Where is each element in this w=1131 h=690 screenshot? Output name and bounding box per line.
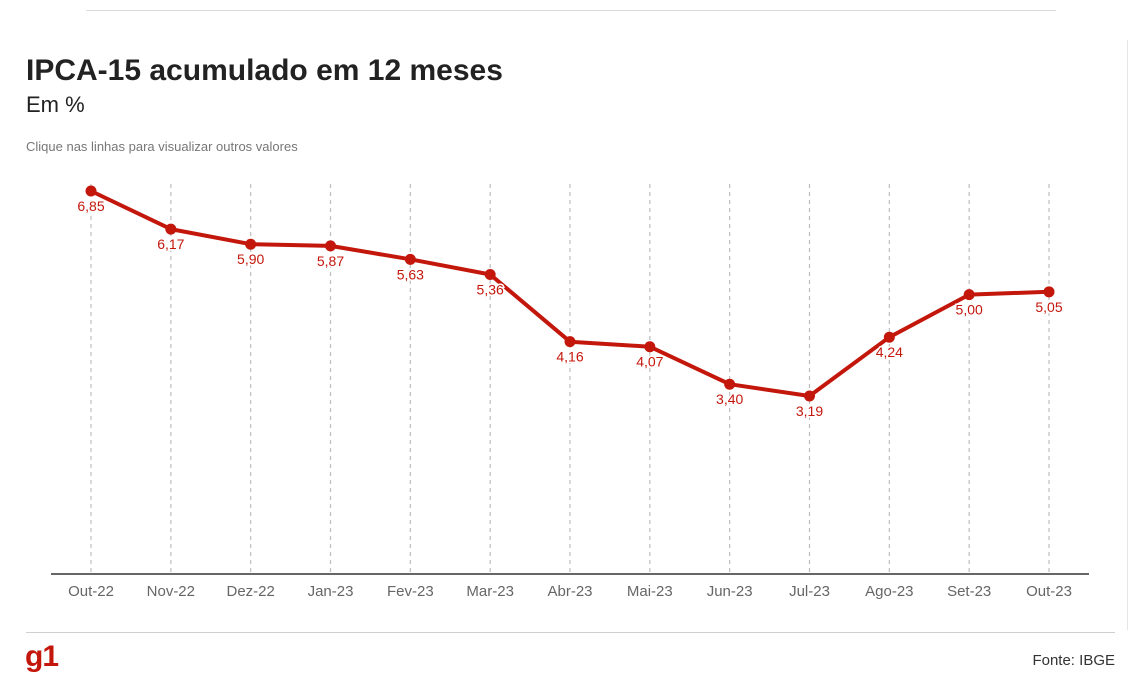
x-tick-label: Ago-23 <box>865 583 913 600</box>
data-label: 5,63 <box>397 266 424 282</box>
x-tick-label: Mar-23 <box>466 583 514 600</box>
x-tick-label: Abr-23 <box>547 583 592 600</box>
chart-subtitle: Em % <box>26 92 85 117</box>
data-point[interactable] <box>484 268 496 280</box>
data-label: 5,05 <box>1035 299 1062 315</box>
data-point[interactable] <box>644 341 656 353</box>
data-point[interactable] <box>883 331 895 343</box>
x-tick-label: Nov-22 <box>147 583 195 600</box>
x-tick-label: Fev-23 <box>387 583 434 600</box>
data-point[interactable] <box>564 336 576 348</box>
x-tick-label: Out-22 <box>68 583 114 600</box>
x-tick-label: Out-23 <box>1026 583 1072 600</box>
data-label: 5,00 <box>956 302 983 318</box>
x-tick-label: Set-23 <box>947 583 991 600</box>
x-tick-label: Mai-23 <box>627 583 673 600</box>
data-label: 3,40 <box>716 391 743 407</box>
x-tick-label: Jan-23 <box>308 583 354 600</box>
line-chart[interactable]: Out-22 Nov-22 Dez-22 Jan-23 Fev-23 Mar-23 Abr-… <box>0 0 1131 620</box>
data-label: 6,85 <box>77 198 104 214</box>
x-tick-label: Jul-23 <box>789 583 830 600</box>
data-label: 4,07 <box>636 354 663 370</box>
g1-logo: g1 <box>25 640 59 673</box>
footer-divider <box>26 632 1115 633</box>
chart-title: IPCA-15 acumulado em 12 meses <box>26 54 503 87</box>
data-point[interactable] <box>245 238 257 250</box>
data-point[interactable] <box>963 289 975 301</box>
side-divider <box>1127 40 1128 630</box>
data-point[interactable] <box>804 390 815 402</box>
data-point[interactable] <box>1043 286 1055 298</box>
interaction-hint: Clique nas linhas para visualizar outros… <box>26 139 298 154</box>
data-label: 5,90 <box>237 251 264 267</box>
data-point[interactable] <box>165 223 177 235</box>
series-line[interactable] <box>89 189 1051 398</box>
data-point[interactable] <box>404 253 416 265</box>
data-point[interactable] <box>85 185 97 197</box>
data-label: 4,24 <box>876 344 903 360</box>
data-point[interactable] <box>724 378 736 390</box>
top-divider <box>86 10 1056 11</box>
data-label: 6,17 <box>157 236 184 252</box>
data-label: 4,16 <box>556 349 583 365</box>
data-label: 5,87 <box>317 253 344 269</box>
data-label: 5,36 <box>477 281 504 297</box>
data-label: 3,19 <box>796 403 823 419</box>
source-note: Fonte: IBGE <box>1032 652 1115 669</box>
x-tick-label: Dez-22 <box>226 583 274 600</box>
data-point[interactable] <box>325 240 336 252</box>
x-tick-label: Jun-23 <box>707 583 753 600</box>
